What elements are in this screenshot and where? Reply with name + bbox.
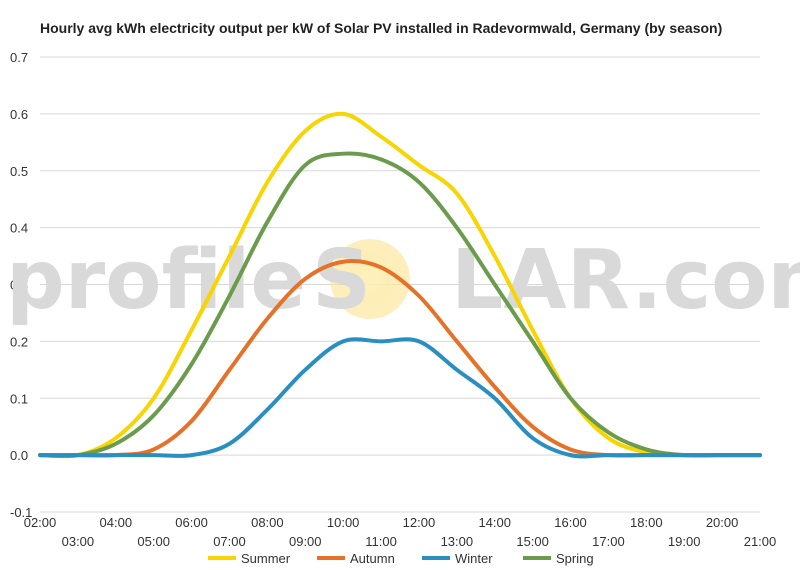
x-tick-label: 12:00 — [403, 515, 436, 530]
y-tick-label: 0.6 — [10, 107, 28, 122]
y-tick-label: 0.7 — [10, 50, 28, 65]
x-tick-label: 14:00 — [478, 515, 511, 530]
watermark-text-left: profile — [6, 233, 306, 328]
y-tick-label: -0.1 — [10, 505, 32, 520]
watermark-sun-icon — [330, 239, 410, 319]
x-tick-label: 18:00 — [630, 515, 663, 530]
x-axis-ticks: 02:00 04:00 06:00 08:00 10:00 12:00 14:00 16:00… — [24, 515, 777, 549]
legend-label-summer: Summer — [241, 551, 291, 566]
series-lines — [38, 111, 762, 459]
legend-label-autumn: Autumn — [350, 551, 395, 566]
y-tick-label: 0.2 — [10, 334, 28, 349]
legend-label-spring: Spring — [556, 551, 594, 566]
series-line-winter — [38, 337, 762, 459]
x-tick-label: 09:00 — [289, 534, 322, 549]
watermark-text: profileS LAR.com — [6, 233, 800, 328]
series-line-summer — [38, 111, 762, 459]
x-tick-label: 20:00 — [706, 515, 739, 530]
x-tick-label: 02:00 — [24, 515, 57, 530]
y-tick-label: 0.1 — [10, 391, 28, 406]
chart-title: Hourly avg kWh electricity output per kW… — [40, 20, 723, 36]
legend-label-winter: Winter — [455, 551, 493, 566]
x-tick-label: 06:00 — [175, 515, 208, 530]
x-tick-label: 11:00 — [365, 534, 397, 549]
y-tick-label: 0.3 — [10, 278, 28, 293]
x-tick-label: 04:00 — [100, 515, 133, 530]
x-tick-label: 15:00 — [516, 534, 549, 549]
x-tick-label: 08:00 — [251, 515, 284, 530]
y-tick-label: 0.5 — [10, 164, 28, 179]
x-tick-label: 17:00 — [592, 534, 625, 549]
watermark: profileS LAR.com — [6, 233, 800, 328]
x-tick-label: 19:00 — [668, 534, 701, 549]
y-tick-label: 0.4 — [10, 221, 28, 236]
watermark-text-s: S — [312, 233, 371, 328]
y-tick-label: 0.0 — [10, 448, 28, 463]
x-tick-label: 16:00 — [554, 515, 587, 530]
x-tick-label: 07:00 — [213, 534, 246, 549]
legend: Summer Autumn Winter Spring — [208, 551, 594, 566]
y-axis-ticks: -0.1 0.0 0.1 0.2 0.3 0.4 0.5 0.6 0.7 — [10, 50, 32, 520]
x-tick-label: 21:00 — [744, 534, 777, 549]
x-tick-label: 03:00 — [62, 534, 95, 549]
x-tick-label: 10:00 — [327, 515, 360, 530]
x-tick-label: 05:00 — [137, 534, 170, 549]
x-tick-label: 13:00 — [441, 534, 474, 549]
series-line-spring — [38, 151, 762, 458]
watermark-text-right: LAR.com — [451, 233, 800, 328]
